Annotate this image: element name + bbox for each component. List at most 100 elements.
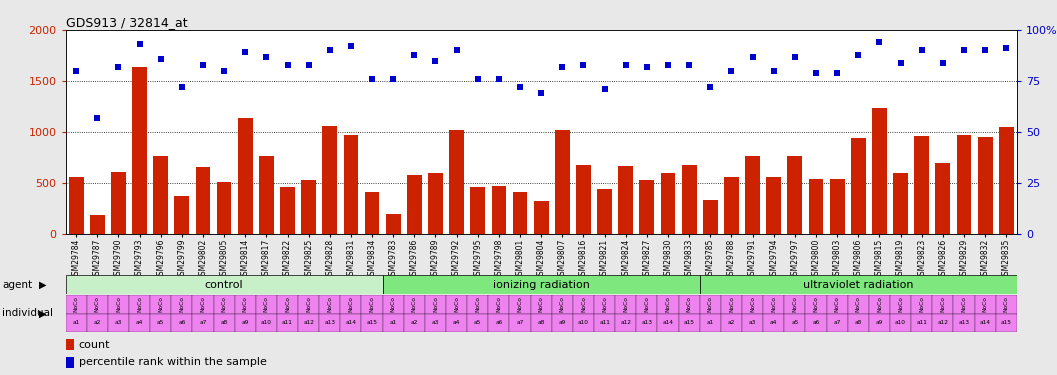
Bar <box>639 180 654 234</box>
Text: NoCo: NoCo <box>433 296 438 312</box>
Text: a11: a11 <box>282 320 293 325</box>
Bar <box>552 314 573 332</box>
Bar <box>449 130 464 234</box>
Bar <box>745 156 760 234</box>
Bar <box>87 295 108 314</box>
Point <box>406 51 423 57</box>
Text: a11: a11 <box>599 320 610 325</box>
Bar <box>679 314 700 332</box>
Text: a2: a2 <box>411 320 418 325</box>
Point <box>808 70 824 76</box>
Text: ionizing radiation: ionizing radiation <box>493 280 590 290</box>
Text: NoCo: NoCo <box>264 296 268 312</box>
Bar <box>742 314 763 332</box>
Text: a7: a7 <box>517 320 523 325</box>
Text: a12: a12 <box>938 320 948 325</box>
Point <box>723 68 740 74</box>
Bar <box>597 189 612 234</box>
Bar <box>66 275 383 294</box>
Bar <box>196 167 210 234</box>
Point <box>258 54 275 60</box>
Bar <box>108 314 129 332</box>
Text: a12: a12 <box>303 320 314 325</box>
Bar <box>534 201 549 234</box>
Bar <box>235 295 256 314</box>
Point <box>89 115 106 121</box>
Text: a1: a1 <box>73 320 79 325</box>
Bar <box>383 314 404 332</box>
Text: a10: a10 <box>261 320 272 325</box>
Bar <box>721 295 742 314</box>
Bar <box>383 295 404 314</box>
Text: NoCo: NoCo <box>624 296 628 312</box>
Text: NoCo: NoCo <box>137 296 142 312</box>
Bar <box>848 295 869 314</box>
Bar <box>594 314 615 332</box>
Text: ultraviolet radiation: ultraviolet radiation <box>803 280 913 290</box>
Bar <box>657 295 679 314</box>
Bar <box>724 177 739 234</box>
Text: a7: a7 <box>200 320 206 325</box>
Text: NoCo: NoCo <box>539 296 543 312</box>
Text: a14: a14 <box>346 320 356 325</box>
Bar <box>153 156 168 234</box>
Bar <box>129 295 150 314</box>
Point <box>469 76 486 82</box>
Point <box>575 62 592 68</box>
Text: a4: a4 <box>136 320 143 325</box>
Bar <box>238 118 253 234</box>
Text: a13: a13 <box>959 320 969 325</box>
Point <box>512 84 528 90</box>
Text: a13: a13 <box>642 320 652 325</box>
Text: a10: a10 <box>578 320 589 325</box>
Bar <box>703 200 718 234</box>
Text: NoCo: NoCo <box>476 296 480 312</box>
Point <box>934 60 951 66</box>
Text: a14: a14 <box>663 320 673 325</box>
Bar <box>404 314 425 332</box>
Text: control: control <box>205 280 243 290</box>
Bar <box>150 314 171 332</box>
Text: a5: a5 <box>157 320 164 325</box>
Bar <box>935 163 950 234</box>
Text: NoCo: NoCo <box>370 296 374 312</box>
Bar <box>171 314 192 332</box>
Text: a2: a2 <box>94 320 100 325</box>
Text: NoCo: NoCo <box>645 296 649 312</box>
Bar <box>682 165 697 234</box>
Text: a10: a10 <box>895 320 906 325</box>
Text: NoCo: NoCo <box>159 296 163 312</box>
Point <box>596 86 613 92</box>
Bar <box>978 137 993 234</box>
Point <box>765 68 782 74</box>
Bar <box>174 195 189 234</box>
Point <box>110 64 127 70</box>
Bar <box>235 314 256 332</box>
Bar <box>787 156 802 234</box>
Point <box>998 45 1015 51</box>
Bar <box>869 295 890 314</box>
Bar <box>129 314 150 332</box>
Bar <box>425 295 446 314</box>
Text: a2: a2 <box>728 320 735 325</box>
Text: NoCo: NoCo <box>518 296 522 312</box>
Text: a14: a14 <box>980 320 990 325</box>
Bar <box>150 295 171 314</box>
Text: NoCo: NoCo <box>560 296 564 312</box>
Bar <box>700 275 1017 294</box>
Bar <box>132 67 147 234</box>
Text: a1: a1 <box>707 320 713 325</box>
Bar <box>256 295 277 314</box>
Point <box>702 84 719 90</box>
Bar <box>66 314 87 332</box>
Bar <box>467 314 488 332</box>
Text: GDS913 / 32814_at: GDS913 / 32814_at <box>66 16 187 29</box>
Text: ▶: ▶ <box>39 309 47 318</box>
Point <box>829 70 846 76</box>
Bar <box>298 295 319 314</box>
Bar <box>932 314 953 332</box>
Bar <box>383 275 700 294</box>
Text: a5: a5 <box>792 320 798 325</box>
Text: NoCo: NoCo <box>222 296 226 312</box>
Bar <box>911 314 932 332</box>
